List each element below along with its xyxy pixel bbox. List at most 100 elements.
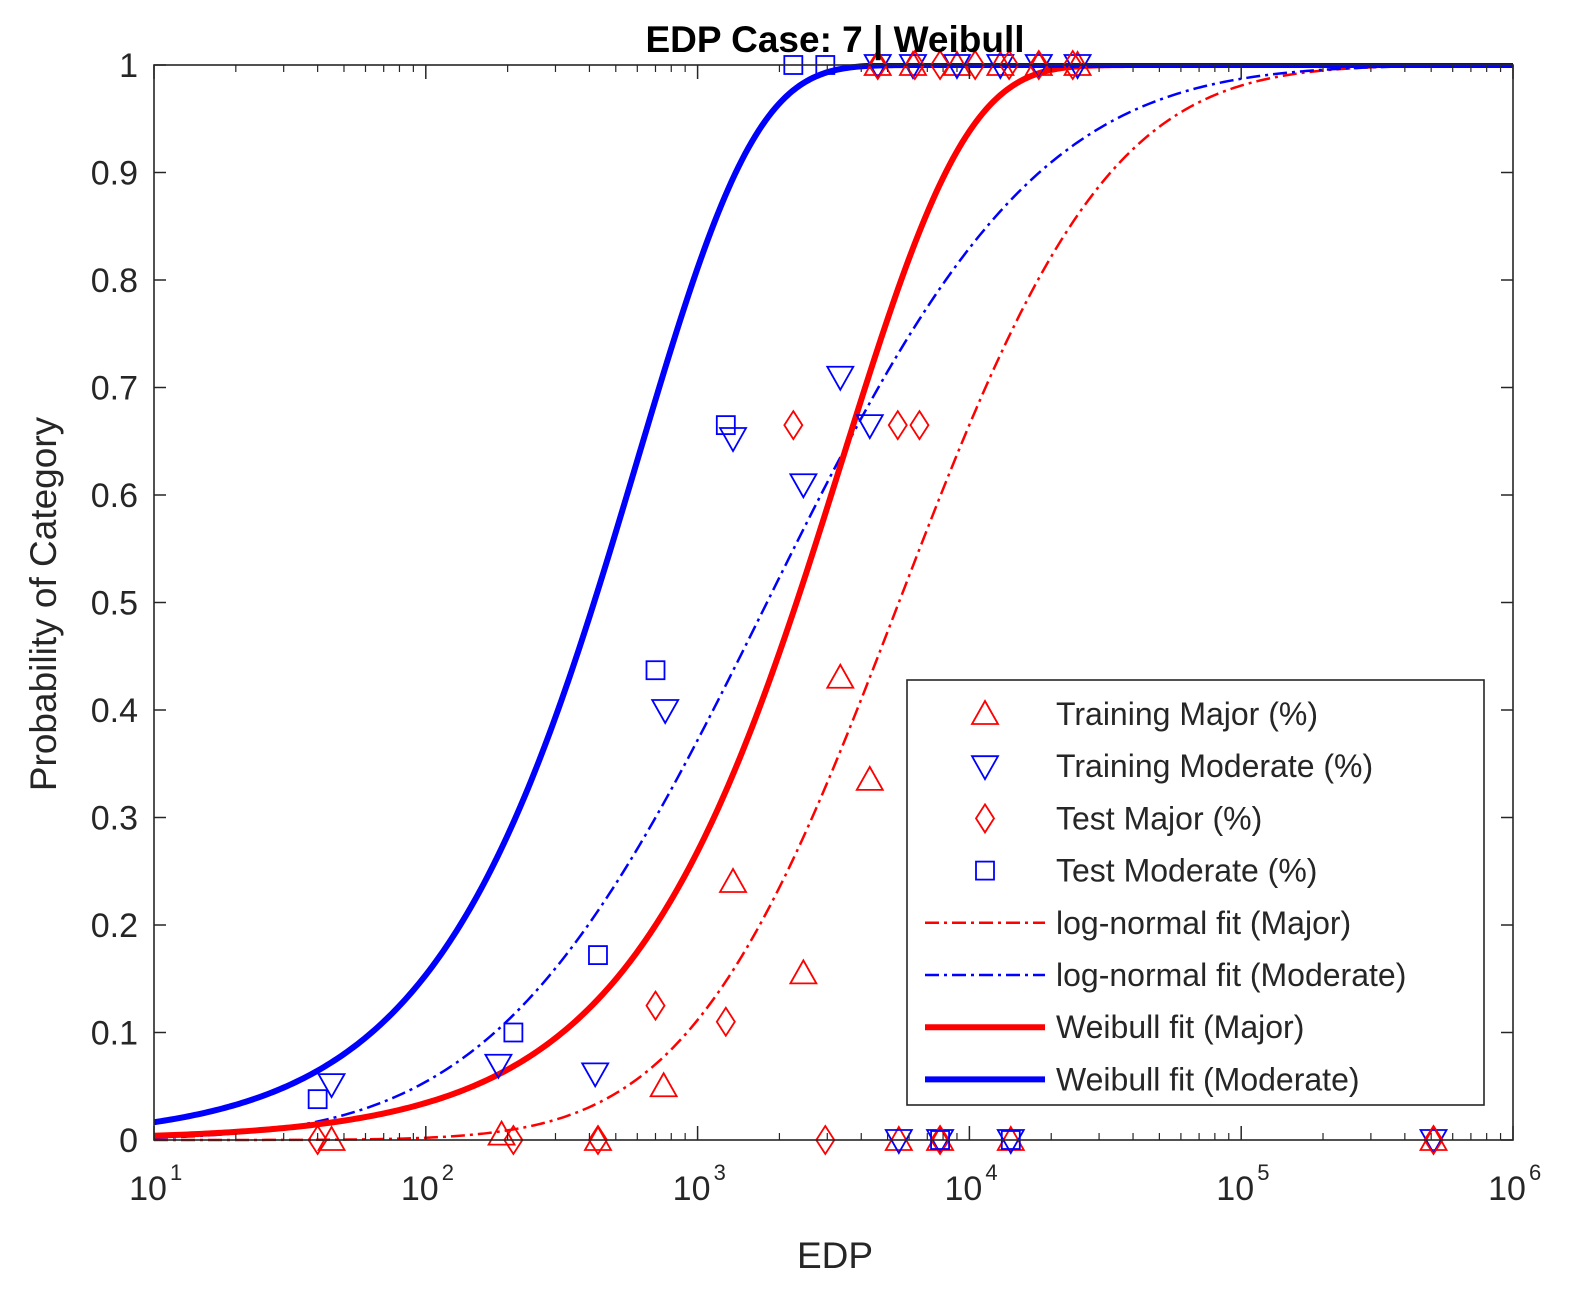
y-tick-label: 0 [119, 1122, 138, 1160]
data-point [583, 1125, 613, 1151]
data-point [996, 1125, 1026, 1151]
data-point [975, 860, 995, 881]
data-point [1063, 54, 1093, 80]
data-point [942, 50, 972, 76]
data-point [1028, 49, 1049, 81]
data-point [930, 49, 951, 81]
data-point [970, 699, 1000, 725]
y-tick-label: 1 [119, 47, 138, 85]
data-point [307, 1124, 328, 1156]
y-tick-label: 0.4 [91, 692, 138, 730]
data-point [718, 427, 748, 453]
y-tick-label: 0.8 [91, 262, 138, 300]
x-tick-exponent: 1 [170, 1160, 182, 1185]
y-tick-label: 0.1 [91, 1015, 138, 1053]
data-point [307, 1089, 328, 1110]
legend-entry-label: Weibull fit (Moderate) [1056, 1061, 1360, 1097]
data-markers [307, 49, 1449, 1156]
data-point [718, 867, 748, 893]
data-point [985, 50, 1015, 76]
y-tick-label: 0.5 [91, 585, 138, 623]
x-tick-label: 10 [1488, 1170, 1526, 1208]
data-point [884, 1129, 914, 1155]
data-point [884, 1125, 914, 1151]
legend-entry-label: Test Major (%) [1056, 800, 1262, 836]
data-point [645, 989, 666, 1022]
data-point [1024, 50, 1054, 76]
data-point [974, 802, 996, 835]
data-point [925, 1125, 955, 1151]
legend-entry-label: Training Major (%) [1056, 696, 1318, 732]
data-point [863, 54, 893, 80]
data-point [715, 1006, 736, 1038]
y-tick-label: 0.7 [91, 370, 138, 408]
x-tick-label: 10 [1216, 1170, 1254, 1208]
y-tick-label: 0.6 [91, 477, 138, 515]
y-tick-label: 0.3 [91, 800, 138, 838]
x-tick-label: 10 [944, 1170, 982, 1208]
data-point [783, 409, 804, 441]
data-point [1062, 49, 1083, 81]
data-point [1024, 54, 1054, 80]
data-point [942, 54, 972, 80]
x-tick-label: 10 [673, 1170, 711, 1208]
data-point [788, 958, 818, 985]
data-point [904, 49, 925, 81]
legend: Training Major (%) Training Moderate (%) T… [906, 679, 1485, 1106]
legend-box [906, 679, 1485, 1106]
x-tick-label: 10 [129, 1170, 167, 1208]
legend-entry-label: Training Moderate (%) [1056, 748, 1373, 784]
data-point [855, 414, 885, 440]
legend-entry-label: Test Moderate (%) [1056, 853, 1317, 889]
data-point [1063, 50, 1093, 76]
data-point [996, 1129, 1026, 1155]
data-point [970, 755, 1000, 782]
data-point [715, 415, 736, 436]
data-point [483, 1053, 513, 1080]
data-point [317, 1073, 347, 1099]
data-point [909, 409, 930, 441]
data-point [825, 662, 855, 689]
x-axis-title: EDP [797, 1235, 873, 1276]
chart-title: EDP Case: 7 | Weibull [645, 19, 1024, 61]
y-tick-label: 0.9 [91, 155, 138, 193]
legend-entry-label: log-normal fit (Moderate) [1056, 957, 1406, 993]
data-point [1418, 1125, 1449, 1151]
data-point [503, 1022, 524, 1043]
data-point [587, 1124, 609, 1156]
data-point [645, 660, 666, 681]
fit-curve [154, 63, 1513, 1142]
x-tick-exponent: 4 [985, 1160, 997, 1185]
x-tick-exponent: 3 [714, 1160, 726, 1185]
data-point [1418, 1129, 1449, 1155]
x-tick-exponent: 5 [1257, 1160, 1269, 1185]
data-point [985, 54, 1015, 80]
data-point [650, 699, 680, 725]
legend-entry-label: log-normal fit (Major) [1056, 905, 1351, 941]
data-point [855, 765, 885, 791]
data-point [925, 1129, 955, 1155]
y-axis-title: Probability of Category [23, 416, 64, 791]
data-point [588, 945, 608, 965]
x-tick-exponent: 6 [1529, 1160, 1541, 1185]
data-point [965, 49, 986, 81]
data-point [788, 473, 818, 500]
axis-ticks [153, 64, 1514, 1141]
data-point [1423, 1124, 1444, 1156]
data-point [649, 1071, 679, 1098]
data-point [930, 1124, 951, 1156]
data-point [580, 1062, 610, 1089]
x-tick-exponent: 2 [442, 1160, 454, 1185]
data-point [887, 409, 908, 441]
data-point [815, 1124, 836, 1156]
y-tick-label: 0.2 [91, 907, 138, 945]
legend-entry-label: Weibull fit (Major) [1056, 1009, 1304, 1045]
data-point [863, 50, 893, 76]
data-point [825, 365, 855, 392]
x-tick-label: 10 [401, 1170, 439, 1208]
data-point [867, 49, 888, 81]
fit-curve [154, 63, 1513, 1140]
data-point [999, 49, 1020, 81]
